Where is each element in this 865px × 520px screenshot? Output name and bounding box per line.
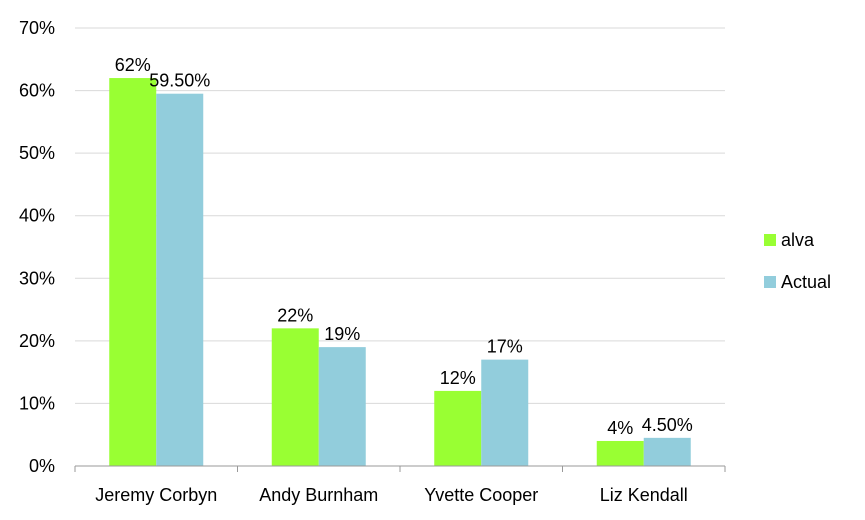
legend-label: Actual (781, 272, 831, 292)
category-label: Jeremy Corbyn (95, 485, 217, 505)
y-tick-label: 30% (19, 268, 55, 288)
legend-swatch-alva (764, 234, 776, 246)
y-tick-label: 70% (19, 18, 55, 38)
x-axis (74, 465, 726, 472)
y-tick-label: 0% (29, 456, 55, 476)
bars (109, 78, 691, 467)
category-labels: Jeremy Corbyn Andy Burnham Yvette Cooper Li… (95, 485, 688, 505)
y-tick-label: 10% (19, 393, 55, 413)
legend: alva Actual (764, 230, 831, 292)
data-label: 22% (277, 305, 313, 325)
y-axis-tick-labels: 0% 10% 20% 30% 40% 50% 60% 70% (19, 18, 55, 476)
bar-actual-1 (318, 347, 366, 466)
data-label: 12% (440, 368, 476, 388)
category-label: Andy Burnham (259, 485, 378, 505)
y-tick-label: 50% (19, 143, 55, 163)
legend-swatch-actual (764, 276, 776, 288)
y-tick-label: 20% (19, 331, 55, 351)
data-label: 4.50% (642, 415, 693, 435)
data-label: 59.50% (149, 71, 210, 91)
y-tick-label: 40% (19, 206, 55, 226)
bar-alva-2 (434, 390, 482, 466)
category-label: Liz Kendall (600, 485, 688, 505)
data-label: 17% (487, 337, 523, 357)
data-label: 62% (115, 55, 151, 75)
data-label: 19% (324, 324, 360, 344)
data-label: 4% (607, 418, 633, 438)
category-label: Yvette Cooper (424, 485, 538, 505)
legend-label: alva (781, 230, 815, 250)
bar-actual-3 (643, 437, 691, 466)
bar-actual-0 (156, 93, 204, 466)
y-tick-label: 60% (19, 81, 55, 101)
bar-actual-2 (481, 359, 529, 466)
bar-alva-1 (271, 328, 319, 466)
bar-alva-0 (109, 78, 157, 467)
data-labels: 62%59.50% 22% 19% 12% 17% 4% 4.50% (115, 55, 693, 438)
bar-alva-3 (596, 440, 644, 466)
